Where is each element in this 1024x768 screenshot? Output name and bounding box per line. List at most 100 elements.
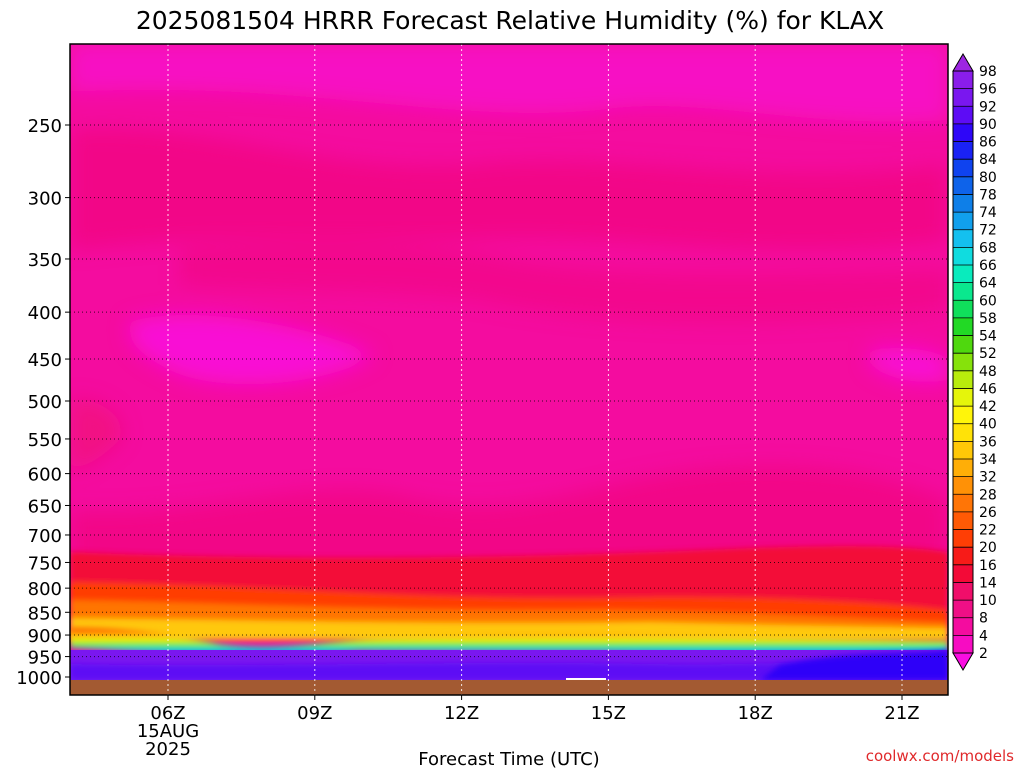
colorbar-label: 96	[979, 82, 997, 98]
colorbar-swatch	[953, 547, 973, 566]
chart-title: 2025081504 HRRR Forecast Relative Humidi…	[136, 6, 884, 35]
y-tick-label: 1000	[16, 668, 62, 689]
y-tick-label: 700	[28, 526, 62, 547]
colorbar-swatch	[953, 335, 973, 354]
colorbar-label: 60	[979, 293, 997, 309]
colorbar-swatch	[953, 582, 973, 601]
colorbar-label: 26	[979, 505, 997, 521]
x-axis: 06Z 09Z 12Z 15Z 18Z 21Z	[150, 695, 920, 724]
colorbar-swatch	[953, 300, 973, 319]
colorbar-swatch	[953, 511, 973, 531]
colorbar-label: 52	[979, 346, 997, 362]
colorbar-label: 10	[979, 593, 997, 609]
colorbar-label: 48	[979, 364, 997, 380]
colorbar-label: 46	[979, 381, 997, 397]
colorbar-swatch	[953, 600, 973, 619]
y-tick-label: 250	[28, 116, 62, 137]
colorbar-label: 78	[979, 187, 997, 203]
colorbar-label: 66	[979, 258, 997, 274]
y-tick-label: 650	[28, 496, 62, 517]
rh-missing-segment	[566, 678, 606, 680]
rh-contour-upper-band	[70, 128, 948, 250]
colorbar-swatch	[953, 282, 973, 301]
colorbar-top-arrow	[952, 53, 974, 72]
colorbar-label: 68	[979, 240, 997, 256]
x-tick-label: 09Z	[297, 703, 332, 724]
colorbar-label: 74	[979, 205, 997, 221]
rh-contour-lowest-top	[70, 44, 948, 122]
colorbar-swatch	[953, 617, 973, 636]
colorbar-swatch	[953, 229, 973, 248]
colorbar-bottom-arrow	[952, 652, 974, 671]
colorbar-swatch	[953, 106, 973, 125]
colorbar-swatch	[953, 71, 973, 90]
rh-contour-36pct	[70, 618, 948, 640]
colorbar-swatch	[953, 212, 973, 231]
colorbar-swatch	[953, 176, 973, 195]
plot-frame	[69, 43, 949, 696]
colorbar-label: 84	[979, 152, 997, 168]
colorbar-label: 20	[979, 540, 997, 556]
colorbar-frame	[952, 70, 974, 654]
x-tick-label: 15Z	[591, 703, 626, 724]
colorbar-label: 14	[979, 575, 997, 591]
colorbar-swatch	[953, 317, 973, 337]
x-tick-label: 21Z	[884, 703, 919, 724]
colorbar-label: 36	[979, 434, 997, 450]
rh-boundary-layer-darker	[70, 659, 948, 680]
y-tick-label: 550	[28, 430, 62, 451]
colorbar-label: 34	[979, 452, 997, 468]
colorbar-label: 40	[979, 417, 997, 433]
colorbar-label: 54	[979, 329, 997, 345]
x-tick-label: 12Z	[444, 703, 479, 724]
colorbar-label: 8	[979, 611, 988, 627]
colorbar-swatch	[953, 265, 973, 284]
colorbar-label: 90	[979, 117, 997, 133]
colorbar-swatch	[953, 194, 973, 213]
colorbar-swatch	[953, 370, 973, 389]
colorbar: 9896929086848078747268666460585452484642…	[952, 53, 997, 671]
colorbar-label: 42	[979, 399, 997, 415]
x-tick-label: 18Z	[738, 703, 773, 724]
colorbar-swatch	[953, 441, 973, 460]
colorbar-label: 86	[979, 135, 997, 151]
y-tick-label: 600	[28, 465, 62, 486]
rh-field	[70, 44, 948, 695]
rh-contour-driest-pocket	[129, 314, 375, 385]
colorbar-swatch	[953, 635, 973, 654]
y-tick-label: 900	[28, 626, 62, 647]
x-tick-label: 06Z	[150, 703, 185, 724]
colorbar-swatch	[953, 88, 973, 107]
colorbar-swatch	[953, 423, 973, 442]
y-tick-label: 400	[28, 303, 62, 324]
colorbar-label: 98	[979, 64, 997, 80]
rh-contour-left-edge	[70, 399, 122, 470]
colorbar-swatch	[953, 406, 973, 425]
colorbar-swatch	[953, 247, 973, 266]
rh-contour-dry-pocket-right	[870, 348, 948, 382]
x-date-day: 15AUG	[137, 721, 199, 742]
y-tick-label: 950	[28, 648, 62, 669]
colorbar-swatch	[953, 529, 973, 548]
colorbar-swatch	[953, 159, 973, 178]
y-tick-label: 500	[28, 392, 62, 413]
y-axis: 2503003504004505005506006507007508008509…	[16, 116, 70, 689]
colorbar-label: 64	[979, 276, 997, 292]
colorbar-label: 2	[979, 646, 988, 662]
y-tick-label: 300	[28, 189, 62, 210]
colorbar-label: 92	[979, 99, 997, 115]
y-tick-label: 800	[28, 579, 62, 600]
colorbar-swatch	[953, 459, 973, 478]
vertical-grid	[167, 44, 903, 695]
colorbar-label: 58	[979, 311, 997, 327]
credit-text: coolwx.com/models	[866, 747, 1014, 765]
colorbar-label: 32	[979, 470, 997, 486]
colorbar-label: 4	[979, 628, 988, 644]
y-tick-label: 850	[28, 603, 62, 624]
colorbar-swatch	[953, 476, 973, 495]
y-tick-label: 450	[28, 350, 62, 371]
y-tick-label: 750	[28, 553, 62, 574]
x-axis-label: Forecast Time (UTC)	[418, 749, 599, 768]
colorbar-label: 80	[979, 170, 997, 186]
